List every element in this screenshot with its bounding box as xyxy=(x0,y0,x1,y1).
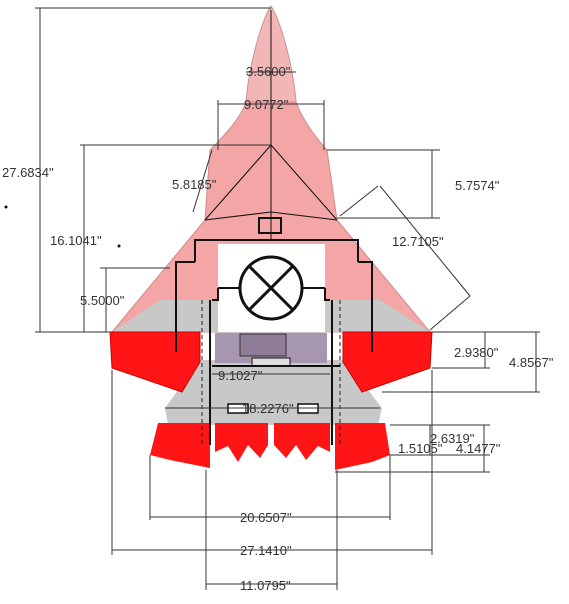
lamp-cross-b xyxy=(247,264,295,312)
label-fin-c: 4.1477" xyxy=(456,441,501,456)
canard-line-left xyxy=(204,144,272,221)
wire-top xyxy=(194,239,359,262)
top-switch xyxy=(258,217,282,234)
label-tail-total: 4.8567" xyxy=(509,355,554,370)
purple-block-inner xyxy=(239,333,287,357)
label-overall-length: 27.6834" xyxy=(2,165,54,180)
left-red-wing xyxy=(109,331,201,393)
right-red-wing xyxy=(342,331,433,393)
center-left-fin xyxy=(215,423,268,462)
wire-drop-right xyxy=(324,288,330,301)
label-fin-a: 2.6319" xyxy=(430,431,475,446)
body-gray-band xyxy=(112,300,430,334)
center-right-fin xyxy=(274,423,330,460)
label-fin-b: 1.5105" xyxy=(398,441,443,456)
label-wingspan: 27.1410" xyxy=(240,543,292,558)
dim-canard-offset xyxy=(192,149,213,213)
label-tail-offset: 2.9380" xyxy=(454,345,499,360)
dim-leading-edge xyxy=(379,185,471,297)
ext-le-b xyxy=(429,295,471,331)
wire-left xyxy=(175,261,195,352)
label-leading-edge: 12.7105" xyxy=(392,234,444,249)
ext-le-a xyxy=(339,185,379,217)
label-nose-base: 9.0772" xyxy=(244,97,289,112)
label-fuselage: 11.0795" xyxy=(240,578,291,593)
wire-drop-left xyxy=(212,288,219,301)
label-wing-root: 5.5000" xyxy=(80,293,125,308)
marker-dot-b xyxy=(117,244,121,248)
label-wing-chord: 16.1041" xyxy=(50,233,102,248)
right-lower-fin xyxy=(335,423,390,470)
label-nose-width: 3.5600" xyxy=(246,64,291,79)
label-tail-span-inner: 18.2276" xyxy=(242,401,294,416)
label-canard-offset: 5.8185" xyxy=(172,177,217,192)
label-mid-body: 9.1027" xyxy=(218,368,263,383)
wire-right xyxy=(358,261,373,352)
connector-bar xyxy=(251,357,291,367)
label-tail-span: 20.6507" xyxy=(240,510,292,525)
marker-dot-a xyxy=(4,205,8,209)
label-canard-drop: 5.7574" xyxy=(455,178,500,193)
left-lower-fin xyxy=(150,423,210,468)
canard-edge xyxy=(204,211,338,221)
body-gray-lower xyxy=(165,360,382,425)
canard-line-right xyxy=(270,144,338,221)
